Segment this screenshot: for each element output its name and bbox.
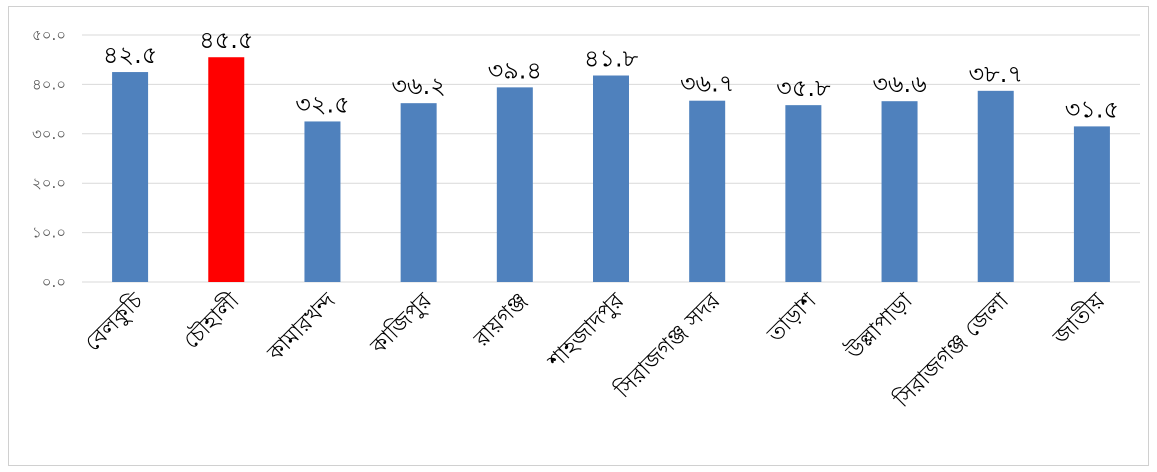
category-label: জাতীয় xyxy=(1047,286,1111,350)
y-tick-label: ২০.০ xyxy=(32,174,66,192)
data-label: ৩৮.৭ xyxy=(969,60,1023,88)
y-tick-label: ৩০.০ xyxy=(32,125,66,143)
category-label: তাড়াশ xyxy=(762,288,822,348)
data-label: ৩৬.৭ xyxy=(680,70,734,98)
data-label: ৩৫.৮ xyxy=(776,74,831,102)
data-label: ৪১.৮ xyxy=(584,45,639,73)
bar xyxy=(593,75,629,283)
category-label: কামারখন্দ xyxy=(263,288,341,366)
category-label: বেলকুচি xyxy=(80,287,150,357)
bar xyxy=(785,105,822,282)
y-tick-label: ৪০.০ xyxy=(32,75,66,93)
data-label: ৩২.৫ xyxy=(295,90,349,118)
chart-frame xyxy=(8,6,1149,466)
data-label: ৪৫.৫ xyxy=(199,26,253,54)
bar xyxy=(689,100,726,283)
data-label: ৩১.৫ xyxy=(1065,95,1119,123)
data-label: ৩৬.৬ xyxy=(872,70,926,98)
bar xyxy=(977,90,1014,283)
category-label: চৌহালী xyxy=(178,287,245,354)
category-label: কাজিপুর xyxy=(365,287,438,360)
bar xyxy=(881,101,918,282)
category-label: উল্লাপাড়া xyxy=(840,287,919,366)
data-label: ৩৯.৪ xyxy=(488,56,542,84)
bar xyxy=(304,121,341,282)
bar xyxy=(400,103,437,282)
bar xyxy=(496,87,533,282)
data-label: ৩৬.২ xyxy=(391,72,445,100)
bar xyxy=(1073,126,1110,282)
bar xyxy=(208,57,245,283)
data-label: ৪২.৫ xyxy=(103,41,157,69)
y-tick-label: ১০.০ xyxy=(32,224,66,242)
category-label: রায়গঞ্জ xyxy=(469,289,533,353)
y-tick-label: ৫০.০ xyxy=(32,26,66,44)
bar xyxy=(112,72,149,282)
y-tick-label: ০.০ xyxy=(42,273,66,291)
category-label: শাহজাদপুর xyxy=(543,288,630,375)
